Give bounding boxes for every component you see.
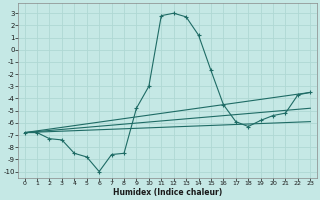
X-axis label: Humidex (Indice chaleur): Humidex (Indice chaleur): [113, 188, 222, 197]
